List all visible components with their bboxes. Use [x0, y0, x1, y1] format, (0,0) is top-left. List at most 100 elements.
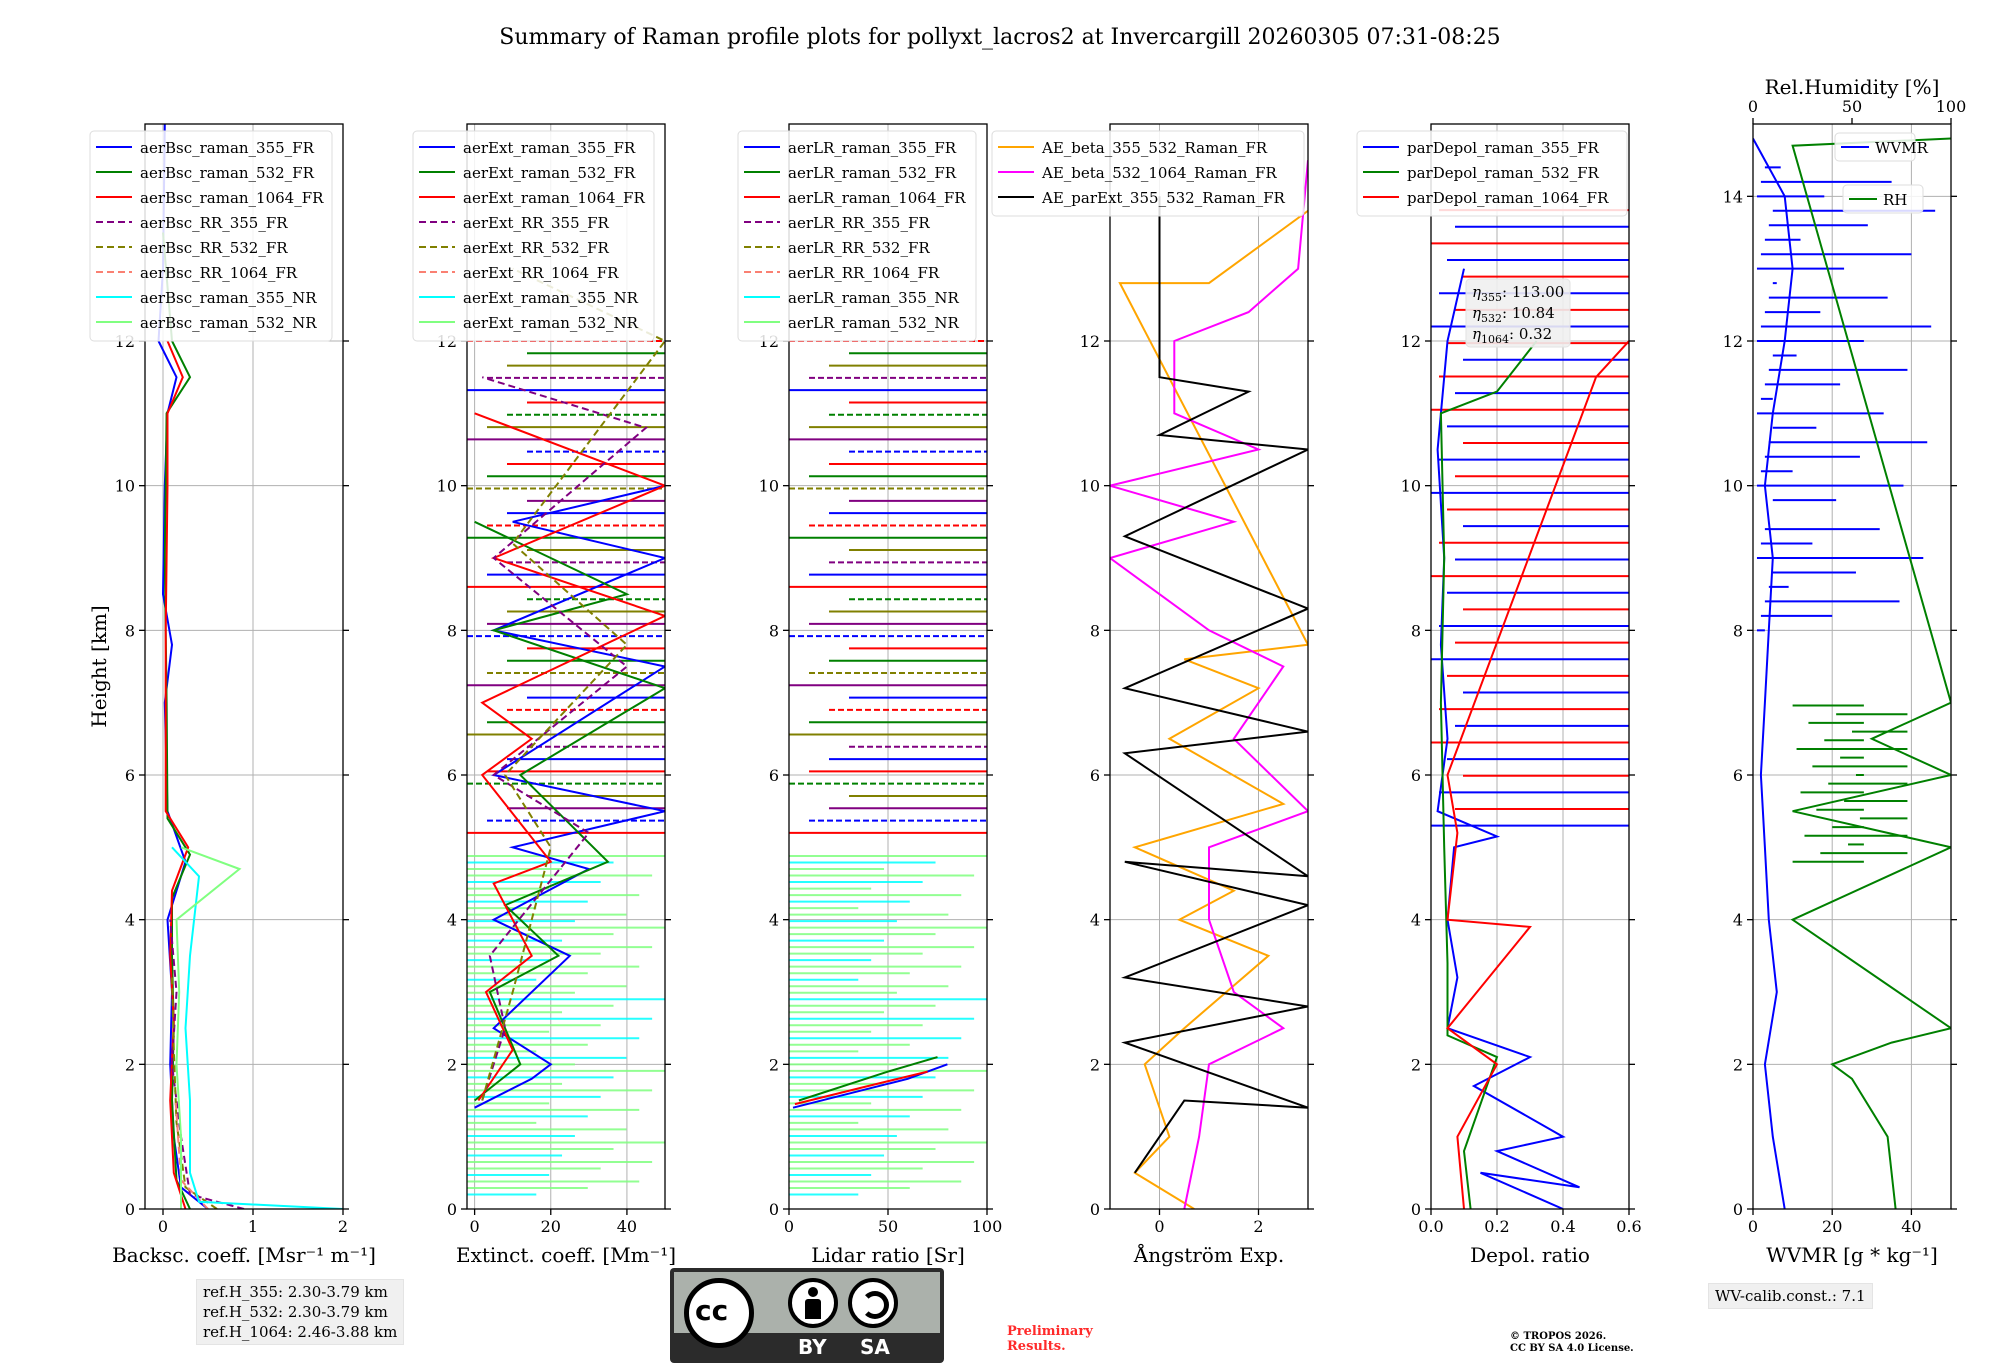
x-tick-label: 20	[1822, 1217, 1842, 1236]
legend-box	[412, 130, 655, 342]
x-tick-label: 0	[1154, 1217, 1164, 1236]
series-parDepol_raman_1064_FR	[1446, 340, 1629, 1209]
y-tick-label: 0	[125, 1200, 135, 1219]
legend-box	[1834, 132, 1916, 162]
x-tick-label: 2	[1253, 1217, 1263, 1236]
legend-entry: parDepol_raman_1064_FR	[1407, 189, 1609, 207]
legend-entry: aerBsc_raman_355_NR	[140, 289, 317, 307]
y-tick-label: 8	[447, 621, 457, 640]
legend-entry: parDepol_raman_532_FR	[1407, 164, 1600, 182]
legend-entry: parDepol_raman_355_FR	[1407, 139, 1600, 157]
y-tick-label: 4	[1733, 911, 1743, 930]
x-tick-label: 0	[1748, 1217, 1758, 1236]
series-aerBsc_raman_532_NR	[175, 846, 242, 1209]
legend-entry: aerBsc_raman_532_NR	[140, 314, 317, 332]
x-axis-label-bsc: Backsc. coeff. [Msr⁻¹ m⁻¹]	[112, 1243, 376, 1267]
legend-entry: aerBsc_RR_532_FR	[140, 239, 288, 257]
legend-box	[1842, 184, 1924, 214]
x-tick-label: 2	[338, 1217, 348, 1236]
x-axis-label-depol: Depol. ratio	[1470, 1243, 1590, 1267]
legend-bsc: aerBsc_raman_355_FR aerBsc_raman_532_FRae…	[89, 130, 333, 342]
series-RH	[1790, 137, 1951, 1209]
y-tick-label: 2	[447, 1055, 457, 1074]
y-tick-label: 4	[769, 911, 779, 930]
legend-entry: aerLR_RR_355_FR	[788, 214, 930, 232]
legend-entry: aerExt_RR_355_FR	[463, 214, 610, 232]
axes-frame	[144, 123, 344, 1210]
panel-depol: 0.0 0.2 0.4 0.6 0 2 4 6 8 10 12 Depol. ratio parDepo…	[1356, 123, 1642, 1267]
plot-area-depol	[1431, 209, 1629, 1209]
top-x-tick-label: 0	[1748, 97, 1758, 116]
share-alike-icon	[848, 1278, 898, 1328]
x-tick-label: 20	[541, 1217, 561, 1236]
y-tick-label: 10	[1080, 477, 1100, 496]
y-tick-label: 10	[437, 477, 457, 496]
wv-calibration-box: WV-calib.const.: 7.1	[1708, 1283, 1873, 1309]
y-tick-label: 0	[769, 1200, 779, 1219]
copyright-note: © TROPOS 2026. CC BY SA 4.0 License.	[1510, 1331, 1634, 1354]
legend-entry: AE_parExt_355_532_Raman_FR	[1041, 189, 1286, 207]
series-aerBsc_raman_532_FR	[162, 232, 192, 1209]
series-AE_parExt_355_532_Raman_FR	[1121, 196, 1308, 1174]
plot-area-wv	[1753, 137, 1951, 1209]
eta-355: η355: 113.00	[1472, 283, 1564, 304]
series-AE_beta_532_1064_Raman_FR	[1110, 160, 1308, 1209]
y-tick-label: 6	[125, 766, 135, 785]
legend-box	[1356, 130, 1628, 217]
top-x-axis-label: Rel.Humidity [%]	[1765, 75, 1940, 99]
y-tick-label: 8	[1733, 621, 1743, 640]
eta-532: η532: 10.84	[1472, 304, 1555, 325]
legend-box	[89, 130, 333, 342]
x-tick-label: 40	[1901, 1217, 1921, 1236]
y-axis-label: Height [km]	[87, 605, 111, 727]
panel-ext: 02040024681012Extinct. coeff. [Mm⁻¹]aerE…	[412, 123, 676, 1267]
legend-entry: aerLR_raman_355_FR	[788, 139, 957, 157]
y-tick-label: 2	[125, 1055, 135, 1074]
legend-entry: aerExt_raman_355_NR	[463, 289, 639, 307]
legend-entry: aerBsc_RR_355_FR	[140, 214, 288, 232]
x-tick-label: 0.6	[1616, 1217, 1641, 1236]
y-tick-label: 8	[1090, 621, 1100, 640]
x-tick-label: 0	[158, 1217, 168, 1236]
y-tick-label: 4	[125, 911, 135, 930]
legend-depol: parDepol_raman_355_FR parDepol_raman_532_…	[1356, 130, 1628, 217]
y-tick-label: 2	[1090, 1055, 1100, 1074]
x-tick-label: 50	[878, 1217, 898, 1236]
top-x-tick-label: 50	[1842, 97, 1862, 116]
plot-area-ext	[467, 267, 665, 1196]
legend-entry: aerBsc_RR_1064_FR	[140, 264, 298, 282]
legend-entry: RH	[1883, 191, 1907, 209]
legend-entry: aerExt_raman_532_FR	[463, 164, 636, 182]
series-AE_beta_355_532_Raman_FR	[1118, 209, 1308, 1209]
y-tick-label: 6	[1411, 766, 1421, 785]
series-aerLR_raman_355_FR	[792, 1063, 948, 1109]
ref-height-1064: ref.H_1064: 2.46-3.88 km	[203, 1323, 398, 1341]
preliminary-note: Preliminary Results.	[1007, 1324, 1093, 1354]
legend-entry: aerBsc_raman_1064_FR	[140, 189, 324, 207]
y-tick-label: 6	[1733, 766, 1743, 785]
legend-entry: aerExt_raman_532_NR	[463, 314, 639, 332]
x-tick-label: 0	[470, 1217, 480, 1236]
legend-wv: WVMR RH	[1834, 132, 1929, 214]
legend-entry: aerExt_raman_355_FR	[463, 139, 636, 157]
y-tick-label: 10	[759, 477, 779, 496]
y-tick-label: 2	[1733, 1055, 1743, 1074]
series-WVMR	[1753, 138, 1794, 1209]
legend-entry: aerLR_raman_532_FR	[788, 164, 957, 182]
ref-height-355: ref.H_355: 2.30-3.79 km	[203, 1283, 388, 1301]
legend-entry: aerLR_RR_1064_FR	[788, 264, 940, 282]
y-tick-label: 12	[1723, 332, 1743, 351]
legend-entry: aerExt_RR_1064_FR	[463, 264, 619, 282]
x-axis-label-lr: Lidar ratio [Sr]	[811, 1243, 965, 1267]
y-tick-label: 8	[1411, 621, 1421, 640]
series-aerBsc_raman_355_NR	[171, 846, 343, 1209]
x-tick-label: 0.2	[1484, 1217, 1509, 1236]
series-aerBsc_RR_355_FR	[169, 919, 245, 1209]
plot-area-ae	[1110, 160, 1308, 1209]
legend-entry: aerLR_raman_1064_FR	[788, 189, 966, 207]
x-axis-label-ext: Extinct. coeff. [Mm⁻¹]	[456, 1243, 676, 1267]
y-tick-label: 2	[1411, 1055, 1421, 1074]
y-tick-label: 4	[447, 911, 457, 930]
